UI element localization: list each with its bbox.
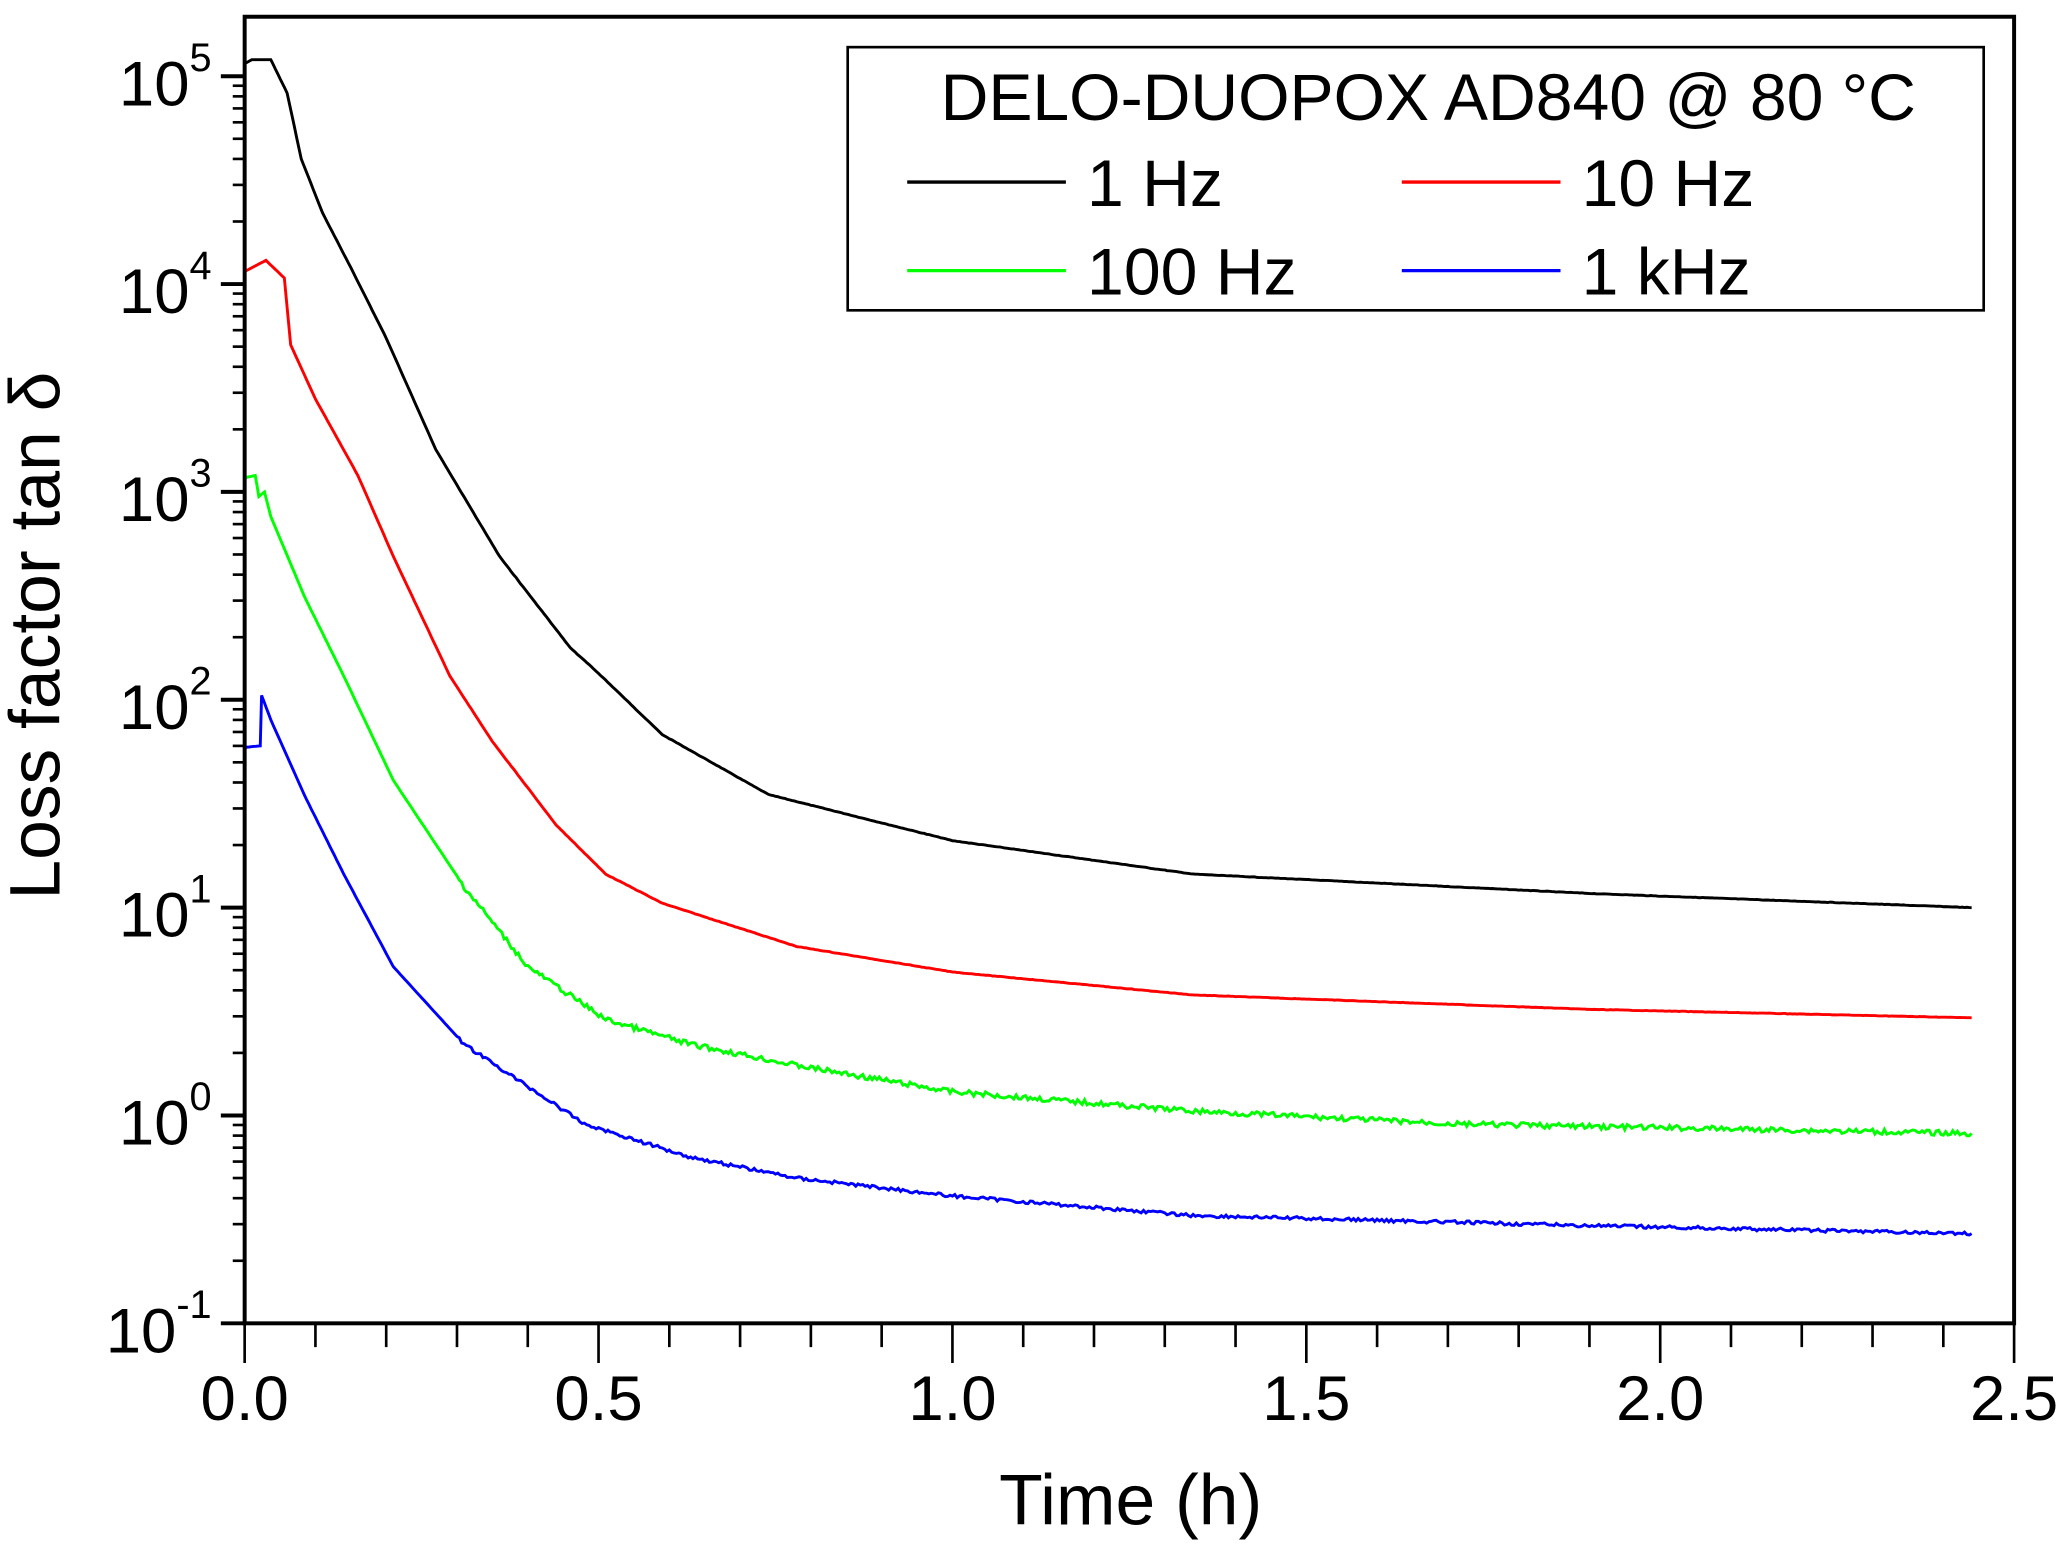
x-tick-label: 1.0 (908, 1364, 996, 1434)
legend-title: DELO-DUOPOX AD840 @ 80 °C (941, 61, 1916, 135)
x-axis-label: Time (h) (999, 1460, 1262, 1540)
legend-label: 1 Hz (1087, 147, 1223, 221)
x-tick-label: 1.5 (1262, 1364, 1350, 1434)
x-tick-label: 2.0 (1616, 1364, 1704, 1434)
y-tick-label: 104 (119, 244, 212, 327)
y-tick-label: 101 (119, 867, 212, 950)
y-tick-label: 105 (119, 36, 212, 119)
series-line-100-hz (244, 473, 1973, 1138)
series-line-10-hz (244, 258, 1972, 1020)
legend-label: 10 Hz (1582, 147, 1755, 221)
x-tick-label: 0.5 (554, 1364, 642, 1434)
y-tick-label: 102 (119, 659, 212, 742)
y-axis-label: Loss factor tan δ (0, 372, 76, 900)
x-tick-labels: 0.0 0.5 1.0 1.5 2.0 2.5 (201, 1364, 2059, 1434)
y-tick-label: 103 (119, 452, 212, 535)
legend-box (846, 45, 1986, 312)
series-line-1-khz (244, 694, 1973, 1237)
series-line-1-hz (244, 58, 1972, 910)
legend-label: 1 kHz (1582, 235, 1751, 309)
legend: DELO-DUOPOX AD840 @ 80 °C 1 Hz 10 Hz 100 H… (846, 45, 1986, 312)
y-tick-labels: 10-1 100 101 102 103 104 105 (106, 36, 212, 1366)
y-tick-label: 100 (119, 1075, 212, 1158)
plot-frame (242, 14, 2017, 1326)
y-tick-label: 10-1 (106, 1283, 212, 1366)
x-tick-label: 0.0 (201, 1364, 289, 1434)
series-lines (244, 58, 1973, 1237)
legend-label: 100 Hz (1087, 235, 1296, 309)
x-tick-label: 2.5 (1970, 1364, 2058, 1434)
